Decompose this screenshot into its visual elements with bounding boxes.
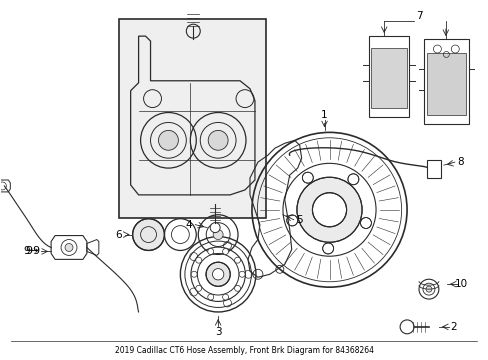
Text: 10: 10 bbox=[454, 279, 468, 289]
Circle shape bbox=[207, 294, 213, 300]
Circle shape bbox=[302, 172, 313, 183]
Circle shape bbox=[213, 230, 223, 239]
FancyBboxPatch shape bbox=[370, 48, 406, 108]
Circle shape bbox=[425, 286, 431, 292]
Text: 9→: 9→ bbox=[23, 247, 39, 256]
FancyBboxPatch shape bbox=[119, 19, 265, 218]
Text: 7: 7 bbox=[415, 11, 422, 21]
FancyBboxPatch shape bbox=[426, 160, 440, 178]
Text: 6: 6 bbox=[115, 230, 122, 239]
FancyBboxPatch shape bbox=[426, 53, 465, 114]
Circle shape bbox=[222, 294, 228, 300]
Circle shape bbox=[234, 257, 240, 263]
Circle shape bbox=[208, 130, 227, 150]
Circle shape bbox=[222, 248, 228, 255]
Text: 3: 3 bbox=[214, 327, 221, 337]
Circle shape bbox=[322, 243, 333, 254]
Circle shape bbox=[239, 271, 244, 277]
Text: 8: 8 bbox=[456, 157, 463, 167]
Circle shape bbox=[399, 320, 413, 334]
Circle shape bbox=[205, 262, 230, 286]
Circle shape bbox=[195, 257, 202, 263]
Circle shape bbox=[212, 269, 224, 280]
Text: 9: 9 bbox=[25, 247, 33, 256]
Circle shape bbox=[347, 174, 358, 185]
Circle shape bbox=[65, 243, 73, 251]
Text: 2019 Cadillac CT6 Hose Assembly, Front Brk Diagram for 84368264: 2019 Cadillac CT6 Hose Assembly, Front B… bbox=[114, 346, 373, 355]
Circle shape bbox=[234, 285, 240, 291]
Text: 9: 9 bbox=[32, 247, 39, 256]
Circle shape bbox=[296, 177, 361, 242]
Circle shape bbox=[210, 223, 220, 233]
Text: 5: 5 bbox=[296, 215, 303, 225]
Text: 4: 4 bbox=[184, 220, 191, 230]
Circle shape bbox=[312, 193, 346, 227]
Circle shape bbox=[286, 215, 297, 226]
Text: 2: 2 bbox=[449, 322, 456, 332]
Circle shape bbox=[360, 217, 371, 229]
Circle shape bbox=[191, 271, 197, 277]
Circle shape bbox=[158, 130, 178, 150]
Circle shape bbox=[195, 285, 202, 291]
Circle shape bbox=[207, 248, 213, 255]
Text: 1: 1 bbox=[321, 109, 327, 120]
Circle shape bbox=[132, 219, 164, 251]
